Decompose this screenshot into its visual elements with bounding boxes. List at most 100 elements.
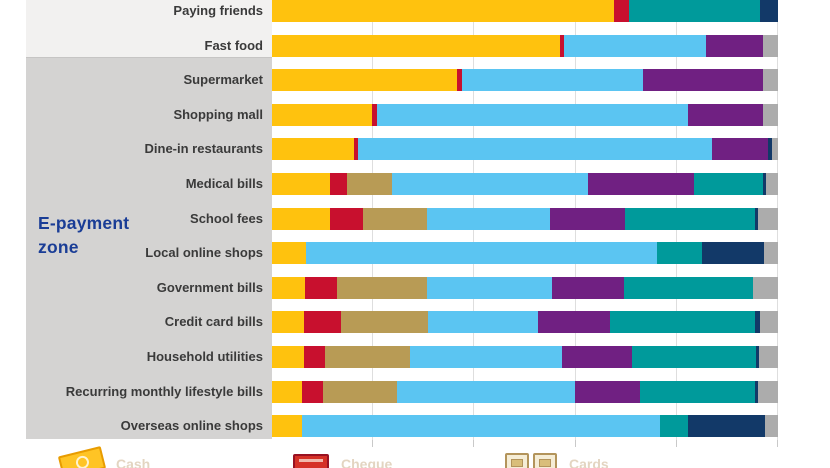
- segment-gray: [758, 346, 779, 368]
- row-label-dine-in-restaurants: Dine-in restaurants: [144, 141, 263, 156]
- segment-navy: [767, 138, 772, 160]
- tick-100: [777, 440, 778, 447]
- segment-navy: [755, 346, 759, 368]
- segment-gray: [764, 242, 778, 264]
- cheque-stripe-detail: [299, 459, 323, 462]
- segment-yellow: [272, 346, 305, 368]
- segment-tan: [336, 277, 427, 299]
- bar-overseas-online-shops: [272, 415, 778, 437]
- segment-yellow: [272, 69, 457, 91]
- segment-lightblue: [427, 311, 539, 333]
- row-label-local-online-shops: Local online shops: [145, 245, 263, 260]
- card-chip-1: [511, 459, 523, 467]
- label-panel-top: [26, 0, 272, 57]
- segment-tan: [362, 208, 427, 230]
- bar-credit-card-bills: [272, 311, 779, 333]
- segment-purple: [550, 208, 626, 230]
- legend-item-cash: Cash: [57, 446, 151, 468]
- label-panel-epayment-zone: [26, 57, 272, 439]
- segment-yellow: [272, 311, 305, 333]
- row-label-school-fees: School fees: [190, 211, 263, 226]
- segment-gray: [758, 208, 779, 230]
- plot-area: [272, 0, 779, 440]
- bar-local-online-shops: [272, 242, 778, 264]
- segment-lightblue: [409, 346, 562, 368]
- tick-20: [372, 440, 374, 447]
- legend: Cash Cheque Cards: [0, 446, 830, 468]
- row-label-government-bills: Government bills: [156, 280, 263, 295]
- tick-80: [675, 440, 677, 447]
- row-label-recurring-monthly-lifestyle-bills: Recurring monthly lifestyle bills: [65, 384, 263, 399]
- segment-yellow: [272, 173, 330, 195]
- tick-40: [473, 440, 475, 447]
- legend-label-cash: Cash: [116, 456, 151, 468]
- segment-teal: [639, 381, 756, 403]
- bar-dine-in-restaurants: [272, 138, 779, 160]
- bar-fast-food: [272, 35, 779, 57]
- segment-lightblue: [376, 104, 689, 126]
- bar-paying-friends: [272, 0, 778, 22]
- segment-purple: [706, 35, 763, 57]
- row-label-paying-friends: Paying friends: [173, 3, 263, 18]
- segment-gray: [771, 138, 779, 160]
- segment-yellow: [272, 208, 330, 230]
- segment-red: [305, 277, 337, 299]
- bar-household-utilities: [272, 346, 779, 368]
- segment-navy: [755, 381, 759, 403]
- row-label-household-utilities: Household utilities: [146, 349, 263, 364]
- segment-gray: [762, 35, 779, 57]
- segment-lightblue: [306, 242, 658, 264]
- segment-teal: [693, 173, 763, 195]
- segment-teal: [657, 242, 703, 264]
- segment-yellow: [272, 242, 307, 264]
- segment-purple: [588, 173, 694, 195]
- segment-tan: [324, 346, 410, 368]
- segment-gray: [765, 173, 778, 195]
- segment-lightblue: [358, 138, 712, 160]
- segment-teal: [632, 346, 756, 368]
- row-label-credit-card-bills: Credit card bills: [164, 314, 263, 329]
- segment-purple: [552, 277, 625, 299]
- segment-navy: [702, 242, 765, 264]
- epayment-zone-label-line1: E-payment: [38, 213, 130, 233]
- segment-lightblue: [426, 277, 553, 299]
- segment-lightblue: [426, 208, 551, 230]
- segment-teal: [628, 0, 761, 22]
- segment-yellow: [272, 138, 355, 160]
- legend-item-cheque: Cheque: [293, 449, 392, 468]
- segment-teal: [610, 311, 756, 333]
- segment-navy: [755, 208, 759, 230]
- legend-label-cheque: Cheque: [341, 456, 393, 468]
- legend-item-cards: Cards: [505, 449, 609, 468]
- banknote-coin-detail: [74, 454, 90, 468]
- segment-tan: [346, 173, 392, 195]
- segment-gray: [760, 311, 779, 333]
- segment-red: [613, 0, 629, 22]
- segment-red: [304, 311, 342, 333]
- segment-gray: [758, 381, 778, 403]
- segment-yellow: [272, 415, 303, 437]
- segment-navy: [760, 0, 778, 22]
- segment-gray: [753, 277, 778, 299]
- segment-gray: [763, 104, 779, 126]
- segment-red: [304, 346, 325, 368]
- row-label-medical-bills: Medical bills: [185, 176, 263, 191]
- row-label-supermarket: Supermarket: [183, 72, 263, 87]
- segment-tan: [322, 381, 397, 403]
- bar-medical-bills: [272, 173, 778, 195]
- segment-red: [560, 35, 565, 57]
- segment-teal: [624, 277, 754, 299]
- segment-lightblue: [461, 69, 643, 91]
- segment-purple: [574, 381, 640, 403]
- segment-teal: [625, 208, 756, 230]
- cash-banknote-icon: [57, 446, 107, 468]
- tick-60: [574, 440, 576, 447]
- segment-red: [329, 208, 363, 230]
- row-label-overseas-online-shops: Overseas online shops: [120, 418, 263, 433]
- segment-yellow: [272, 35, 561, 57]
- segment-red: [354, 138, 359, 160]
- bar-shopping-mall: [272, 104, 779, 126]
- card-icon-2: [533, 453, 557, 468]
- card-chip-2: [539, 459, 551, 467]
